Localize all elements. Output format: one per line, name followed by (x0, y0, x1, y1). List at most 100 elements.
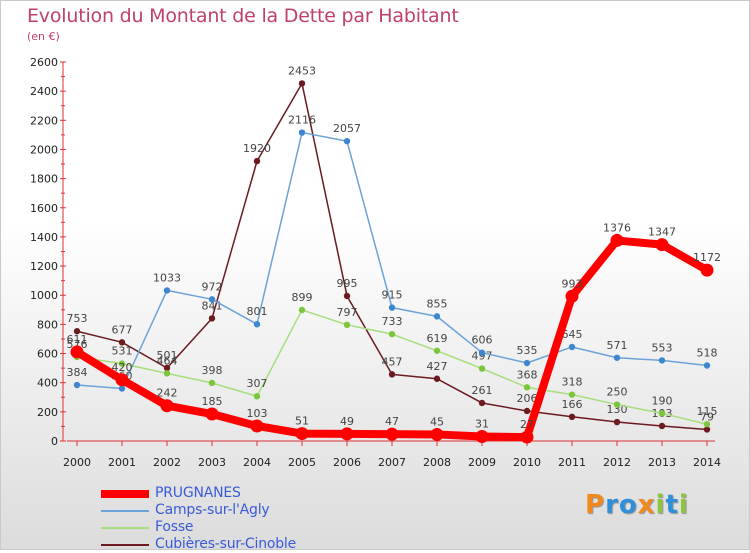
data-point (703, 362, 711, 369)
data-point (250, 419, 264, 433)
data-label: 993 (562, 277, 583, 290)
data-point (658, 422, 666, 430)
x-tick-label: 2004 (243, 456, 271, 469)
data-point (73, 381, 81, 389)
data-point (568, 343, 576, 351)
x-tick-label: 2011 (558, 456, 586, 469)
data-point (298, 306, 306, 314)
proxiti-logo: Proxiti (585, 490, 689, 520)
data-label: 501 (157, 349, 178, 362)
data-point (388, 371, 396, 378)
data-label: 45 (430, 415, 444, 428)
data-label: 1172 (693, 251, 721, 264)
data-label: 190 (652, 394, 673, 407)
data-point (703, 426, 711, 433)
x-tick-label: 2007 (378, 456, 406, 469)
data-label: 619 (427, 332, 448, 345)
data-label: 47 (385, 415, 399, 428)
y-tick-label: 1600 (30, 202, 58, 215)
data-point (523, 407, 531, 415)
data-label: 261 (472, 384, 493, 397)
y-tick-label: 2600 (30, 56, 58, 69)
data-point (118, 360, 126, 367)
data-label: 553 (652, 341, 673, 354)
data-label: 1347 (648, 226, 676, 239)
data-label: 531 (112, 345, 133, 358)
data-label: 497 (472, 350, 493, 363)
data-point (658, 357, 666, 364)
logo-letter: i (678, 490, 689, 520)
x-tick-label: 2006 (333, 456, 361, 469)
data-point (253, 321, 261, 328)
data-point (343, 137, 351, 145)
y-tick-label: 2200 (30, 114, 58, 127)
data-point (163, 287, 171, 294)
data-label: 2453 (288, 64, 316, 77)
data-label: 733 (382, 315, 403, 328)
data-point (340, 427, 354, 441)
data-point (298, 129, 306, 136)
x-tick-label: 2014 (693, 456, 721, 469)
y-tick-label: 600 (37, 348, 58, 361)
data-point (160, 399, 174, 413)
data-point (478, 365, 486, 372)
data-point (523, 359, 531, 367)
data-point (610, 233, 624, 247)
data-label: 915 (382, 289, 403, 302)
data-point (118, 339, 126, 346)
logo-letter: r (605, 490, 619, 520)
data-label: 384 (67, 366, 88, 379)
data-point (343, 292, 351, 300)
x-tick-label: 2012 (603, 456, 631, 469)
data-point (208, 296, 216, 303)
data-label: 206 (517, 392, 538, 405)
y-tick-label: 2400 (30, 85, 58, 98)
data-point (208, 379, 216, 387)
data-point (70, 345, 84, 359)
x-tick-label: 2008 (423, 456, 451, 469)
data-label: 1920 (243, 142, 271, 155)
data-point (568, 391, 576, 398)
data-label: 103 (247, 407, 268, 420)
data-point (385, 427, 399, 441)
x-tick-label: 2001 (108, 456, 136, 469)
logo-letter: P (585, 490, 606, 520)
legend-label: Fosse (155, 519, 194, 535)
data-point (115, 373, 129, 387)
data-point (295, 427, 309, 441)
data-label: 2116 (288, 114, 316, 127)
data-point (655, 238, 669, 252)
data-label: 753 (67, 312, 88, 325)
data-label: 801 (247, 305, 268, 318)
chart-title: Evolution du Montant de la Dette par Hab… (27, 5, 459, 27)
data-label: 606 (472, 334, 493, 347)
data-point (163, 364, 171, 372)
logo-letter: x (637, 490, 656, 520)
data-label: 27 (520, 418, 534, 431)
y-tick-label: 1800 (30, 173, 58, 186)
data-label: 855 (427, 297, 448, 310)
data-label: 899 (292, 291, 313, 304)
y-tick-label: 800 (37, 318, 58, 331)
legend-label: PRUGNANES (155, 485, 241, 501)
y-tick-label: 1000 (30, 289, 58, 302)
data-point (478, 349, 486, 356)
data-label: 611 (67, 333, 88, 346)
data-label: 972 (202, 280, 223, 293)
data-label: 368 (517, 368, 538, 381)
legend-swatch (101, 510, 149, 512)
data-label: 518 (697, 346, 718, 359)
data-label: 79 (700, 410, 714, 423)
data-point (613, 401, 621, 408)
data-label: 307 (247, 377, 268, 390)
data-point (475, 429, 489, 443)
data-label: 1033 (153, 271, 181, 284)
y-tick-label: 2000 (30, 143, 58, 156)
data-point (700, 263, 714, 277)
data-label: 1376 (603, 221, 631, 234)
logo-letter: i (655, 490, 666, 520)
data-point (163, 370, 171, 377)
data-label: 645 (562, 328, 583, 341)
x-tick-label: 2005 (288, 456, 316, 469)
data-label: 571 (607, 339, 628, 352)
